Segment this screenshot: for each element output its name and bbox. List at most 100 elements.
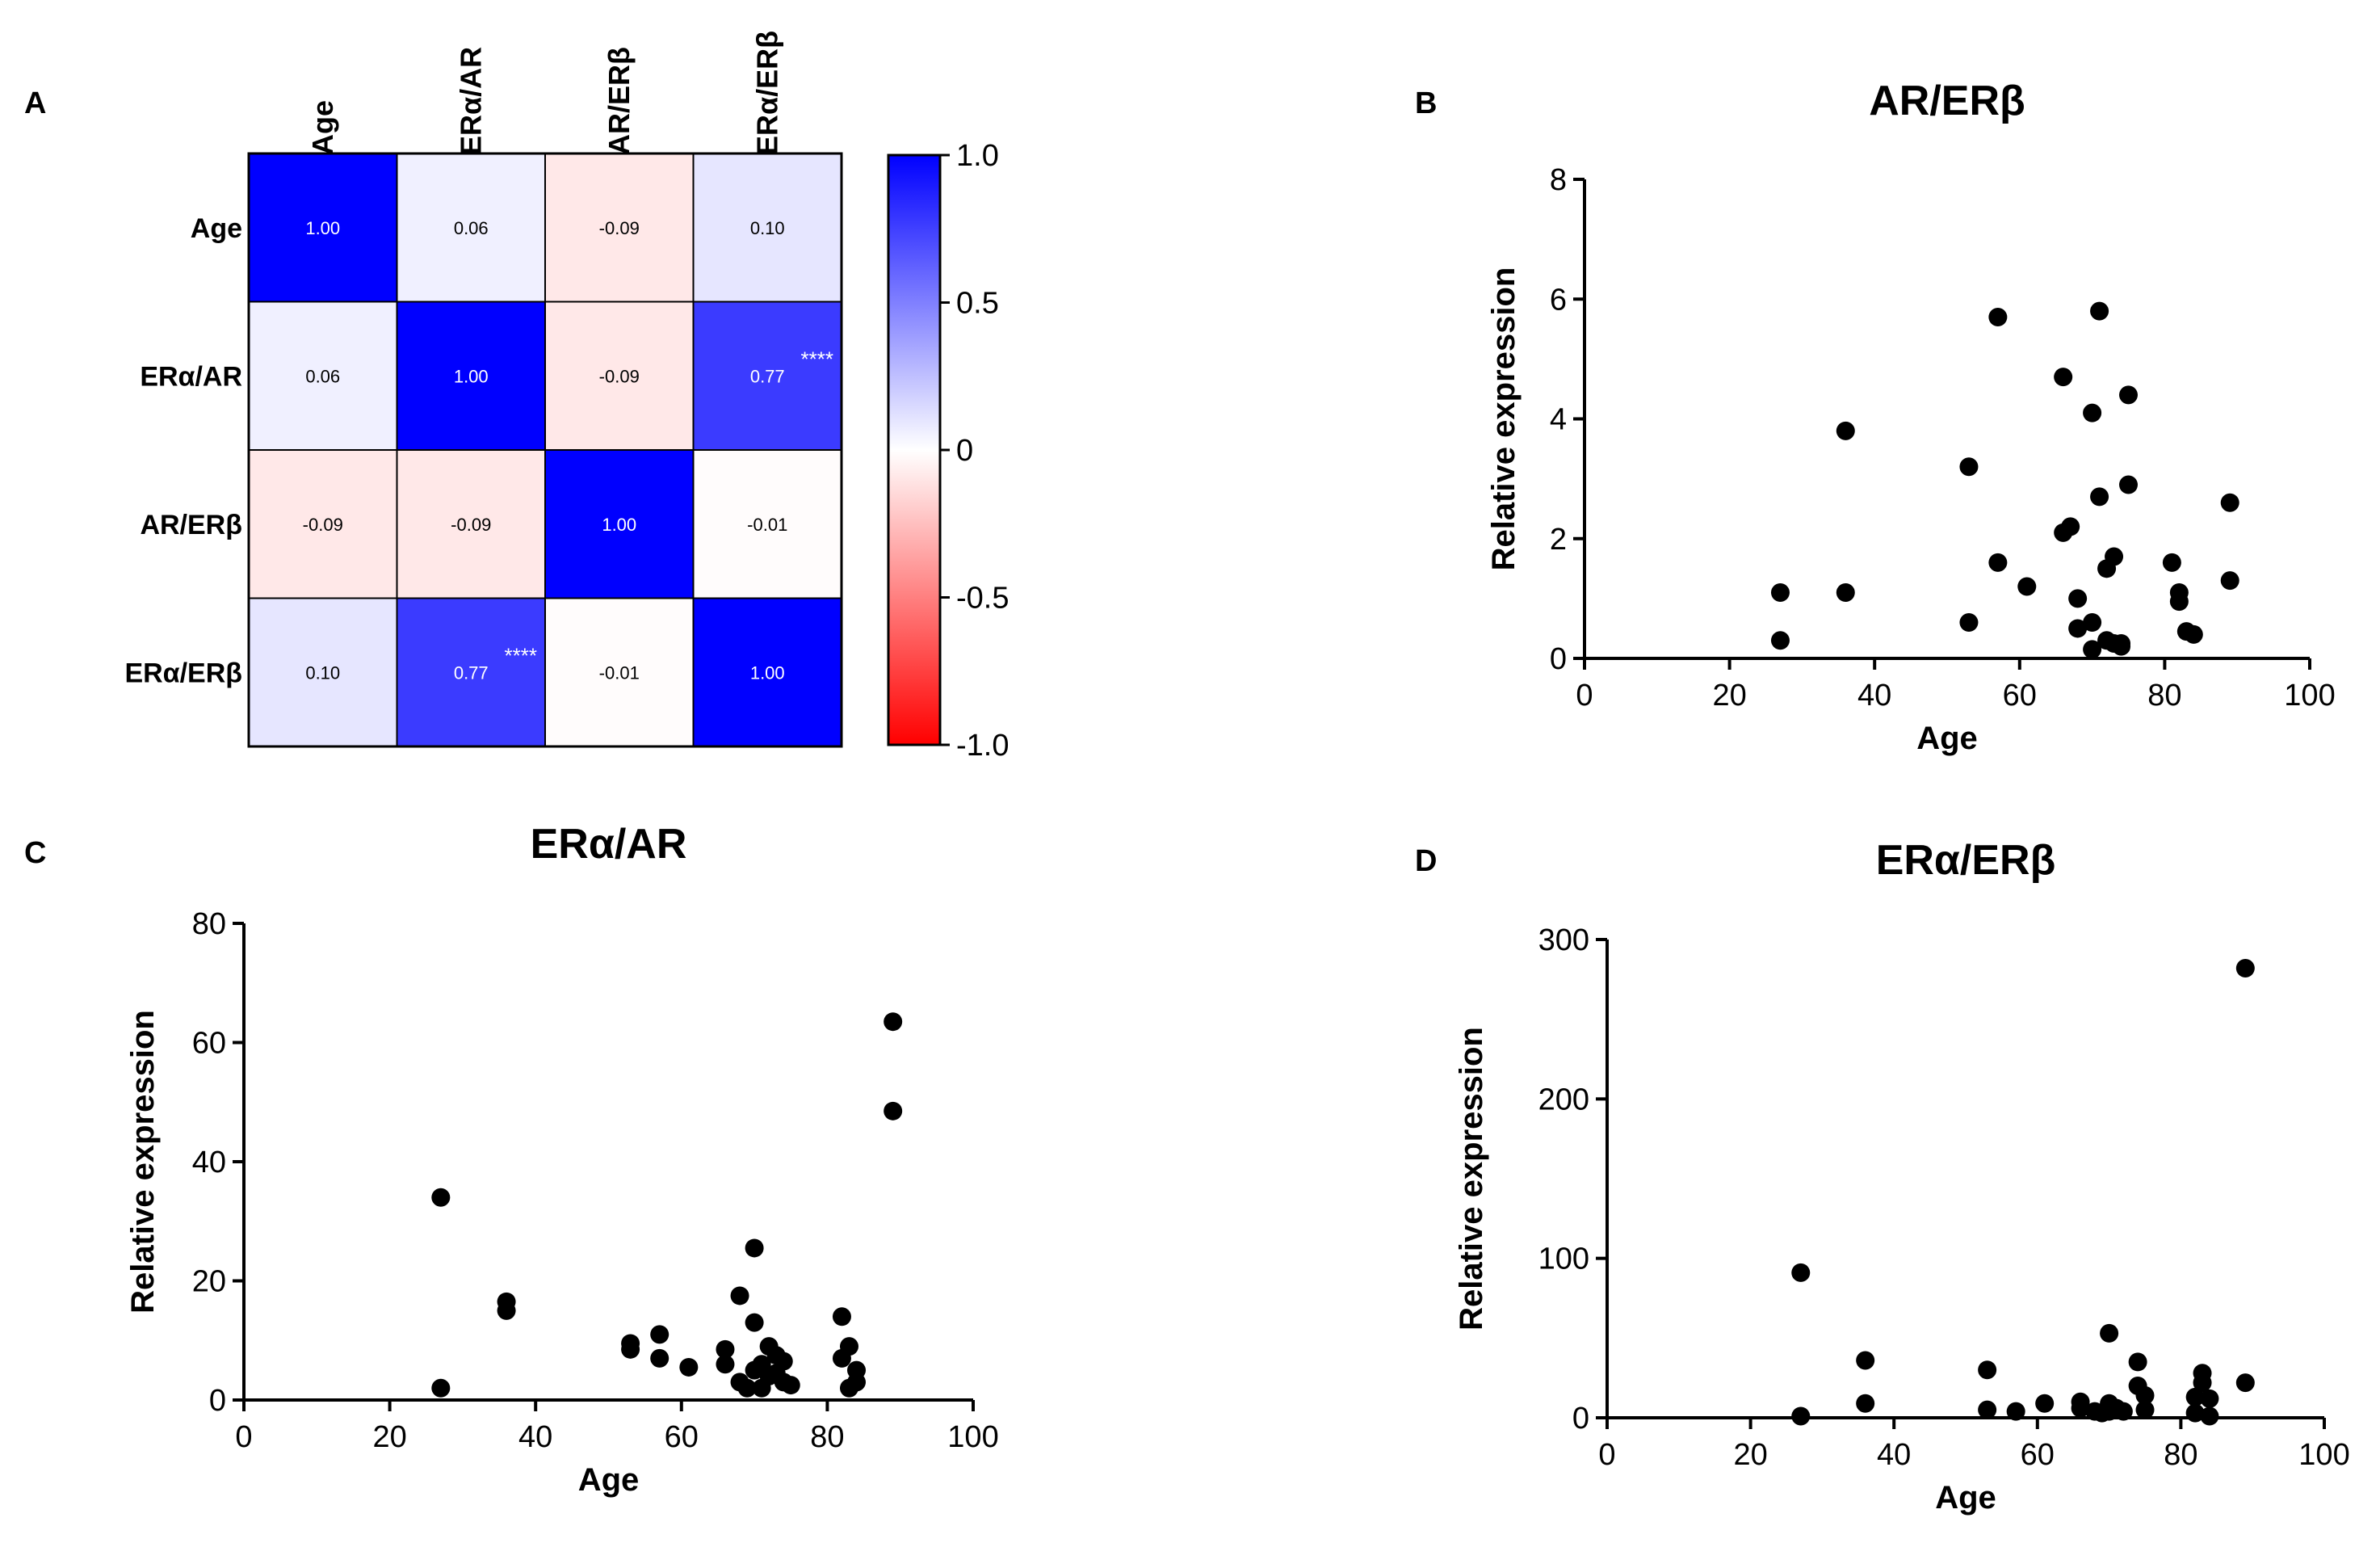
data-point (2061, 517, 2080, 536)
heatmap-border (247, 152, 843, 748)
data-point (2068, 589, 2088, 608)
heatmap-row-label-er-ar: ERα/AR (140, 361, 242, 392)
data-point (2071, 1398, 2090, 1418)
y-axis-label: Relative expression (125, 1010, 161, 1314)
heatmap-column-label-er-ar: ERα/AR (454, 47, 487, 155)
data-point (2090, 487, 2109, 507)
y-tick-label: 6 (1550, 283, 1567, 317)
y-tick-label: 60 (192, 1027, 226, 1061)
x-tick-label: 20 (1733, 1438, 1767, 1472)
data-point (716, 1339, 735, 1359)
heatmap-row-label-age: Age (191, 213, 242, 244)
data-point (1836, 421, 1855, 440)
chart-title: ERα/ERβ (1876, 837, 2056, 884)
data-point (1856, 1394, 1875, 1413)
data-point (1978, 1400, 1997, 1419)
colorbar (887, 153, 942, 746)
y-tick-label: 4 (1550, 403, 1567, 437)
x-tick-label: 0 (235, 1420, 252, 1454)
colorbar-tick-label: 0 (956, 434, 973, 468)
data-point (2185, 1403, 2205, 1423)
data-point (1988, 307, 2008, 326)
x-tick-label: 100 (2284, 679, 2335, 713)
x-tick-label: 80 (2164, 1438, 2197, 1472)
y-tick-label: 200 (1538, 1083, 1589, 1116)
y-tick-label: 300 (1538, 923, 1589, 957)
heatmap-column-label-age: Age (306, 100, 339, 155)
heatmap-cell-value: 0.10 (305, 662, 340, 683)
chart-title: ERα/AR (531, 821, 687, 868)
data-point (2017, 577, 2037, 596)
data-point (2119, 385, 2138, 405)
data-point (2083, 613, 2102, 633)
data-point (745, 1313, 764, 1332)
data-point (2169, 592, 2189, 612)
data-point (2220, 571, 2239, 591)
y-tick-label: 20 (192, 1265, 226, 1299)
colorbar-tick-label: 0.5 (956, 287, 999, 321)
heatmap-cell-value: 1.00 (750, 662, 785, 683)
data-point (847, 1373, 867, 1392)
y-tick-label: 0 (209, 1384, 226, 1418)
y-tick-label: 40 (192, 1146, 226, 1179)
significance-stars: **** (505, 643, 537, 667)
scatter-panel-c: 0 20 40 60 80 100 0 20 40 60 80 ERα/AR Age Relative e… (125, 821, 999, 1498)
x-tick-label: 40 (518, 1420, 552, 1454)
data-point (650, 1348, 670, 1368)
panel-label-a: A (24, 86, 46, 120)
chart-title: AR/ERβ (1869, 78, 2025, 124)
heatmap-axis-labels: Age ERα/AR AR/ERβ ERα/ERβ Age ERα/AR AR/ERβ ERα… (124, 31, 783, 688)
colorbar-tick-label: -1.0 (956, 729, 1009, 763)
heatmap-cell-value: 0.06 (454, 218, 489, 238)
data-point (2112, 637, 2131, 656)
heatmap-cell (544, 597, 695, 747)
data-point (2135, 1385, 2155, 1405)
heatmap-cell (396, 153, 546, 303)
scatter-panel-d: 0 20 40 60 80 100 0 100 200 300 ERα/ERβ Age Relative… (1454, 837, 2350, 1516)
x-tick-label: 0 (1598, 1438, 1615, 1472)
data-point (2100, 1323, 2119, 1343)
data-point (1836, 582, 1855, 602)
heatmap-cells: 1.00 0.06 -0.09 0.10 0.06 1.00 -0.09 0.77 **** -0… (247, 152, 843, 748)
data-point (621, 1339, 640, 1359)
x-tick-label: 80 (2147, 679, 2181, 713)
colorbar-ticks: 1.0 0.5 0 -0.5 -1.0 (940, 139, 1009, 763)
data-point (2083, 403, 2102, 423)
y-tick-label: 0 (1550, 642, 1567, 676)
panel-label-d: D (1415, 844, 1437, 878)
data-point (2235, 1373, 2255, 1393)
x-tick-label: 60 (2003, 679, 2037, 713)
heatmap-row-label-er-er: ERα/ERβ (124, 658, 242, 688)
data-point (2083, 640, 2102, 659)
data-point (737, 1378, 757, 1398)
heatmap-cell-value: 1.00 (454, 366, 489, 386)
correlation-heatmap: 1.00 0.06 -0.09 0.100.06 1.00 -0.09 0.77****-0… (124, 31, 1009, 763)
data-point (2090, 301, 2109, 321)
data-point (2105, 547, 2124, 566)
heatmap-cell (692, 153, 842, 303)
data-point (2235, 959, 2255, 978)
x-tick-label: 20 (1712, 679, 1746, 713)
data-point (431, 1188, 451, 1207)
heatmap-cell-value: 0.06 (305, 366, 340, 386)
data-point (2006, 1402, 2025, 1421)
panel-label-b: B (1415, 86, 1437, 120)
data-point (431, 1378, 451, 1398)
y-axis-label: Relative expression (1486, 267, 1522, 571)
x-tick-label: 20 (372, 1420, 406, 1454)
x-axis-label: Age (578, 1462, 640, 1498)
x-tick-label: 40 (1877, 1438, 1911, 1472)
data-point (2162, 553, 2181, 572)
data-point (2135, 1400, 2155, 1419)
colorbar-tick-label: -0.5 (956, 582, 1009, 616)
colorbar-tick-label: 1.0 (956, 139, 999, 173)
heatmap-cell-value: -0.09 (599, 218, 640, 238)
x-tick-label: 40 (1857, 679, 1891, 713)
data-point (781, 1376, 800, 1395)
data-point (1988, 553, 2008, 572)
data-point (839, 1337, 858, 1356)
y-axis-label: Relative expression (1454, 1027, 1489, 1331)
heatmap-column-label-ar-er: AR/ERβ (602, 47, 636, 155)
data-point (2220, 493, 2239, 512)
heatmap-cell (692, 301, 842, 451)
